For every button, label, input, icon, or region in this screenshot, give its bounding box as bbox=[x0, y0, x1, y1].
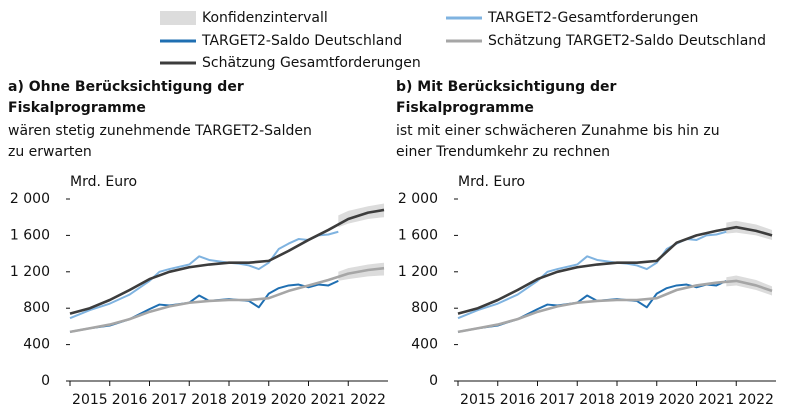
confidence-band bbox=[726, 275, 773, 296]
y-tick-label: 800 bbox=[411, 300, 438, 316]
x-tick-label: 2020 bbox=[659, 392, 695, 408]
x-tick-label: 2019 bbox=[619, 392, 655, 408]
series-line bbox=[457, 225, 773, 315]
x-tick-label: 2017 bbox=[152, 392, 188, 408]
panel-title: b) Mit Berücksichtigung der bbox=[396, 79, 616, 95]
y-tick-label: 2 000 bbox=[10, 191, 50, 207]
panel-subtitle: ist mit einer schwächeren Zunahme bis hi… bbox=[396, 123, 720, 139]
y-tick-label: 1 200 bbox=[10, 264, 50, 280]
legend-label: Schätzung TARGET2-Saldo Deutschland bbox=[488, 33, 766, 49]
y-tick-label: 400 bbox=[23, 337, 50, 353]
panel-subtitle: wären stetig zunehmende TARGET2-Salden bbox=[8, 123, 312, 139]
panel-subtitle: zu erwarten bbox=[8, 144, 92, 160]
x-tick-label: 2016 bbox=[112, 392, 148, 408]
panel-title: Fiskalprogramme bbox=[8, 100, 146, 116]
x-tick-label: 2021 bbox=[311, 392, 347, 408]
x-tick-label: 2022 bbox=[738, 392, 774, 408]
y-tick-label: 1 600 bbox=[10, 227, 50, 243]
x-tick-label: 2015 bbox=[460, 392, 496, 408]
legend-label: TARGET2-Saldo Deutschland bbox=[201, 33, 402, 49]
x-tick-label: 2018 bbox=[191, 392, 227, 408]
panel-subtitle: einer Trendumkehr zu rechnen bbox=[396, 144, 610, 160]
y-tick-label: 1 200 bbox=[398, 264, 438, 280]
y-axis-label: Mrd. Euro bbox=[70, 174, 137, 190]
series-line bbox=[457, 230, 727, 320]
y-axis-label: Mrd. Euro bbox=[458, 174, 525, 190]
series-line bbox=[457, 279, 773, 334]
legend-label: Konfidenzintervall bbox=[202, 10, 328, 26]
y-tick-label: 0 bbox=[41, 373, 50, 389]
panel-title: a) Ohne Berücksichtigung der bbox=[8, 79, 244, 95]
x-tick-label: 2019 bbox=[231, 392, 267, 408]
panel-title: Fiskalprogramme bbox=[396, 100, 534, 116]
y-tick-label: 0 bbox=[429, 373, 438, 389]
series-line bbox=[69, 266, 385, 334]
y-tick-label: 800 bbox=[23, 300, 50, 316]
series-line bbox=[69, 208, 385, 315]
legend-label: TARGET2-Gesamtforderungen bbox=[487, 10, 698, 26]
legend-label: Schätzung Gesamtforderungen bbox=[202, 55, 421, 71]
x-tick-label: 2016 bbox=[500, 392, 536, 408]
x-tick-label: 2022 bbox=[350, 392, 386, 408]
y-tick-label: 1 600 bbox=[398, 227, 438, 243]
x-tick-label: 2017 bbox=[540, 392, 576, 408]
legend-swatch bbox=[160, 11, 196, 25]
x-tick-label: 2020 bbox=[271, 392, 307, 408]
y-tick-label: 400 bbox=[411, 337, 438, 353]
y-tick-label: 2 000 bbox=[398, 191, 438, 207]
x-tick-label: 2018 bbox=[579, 392, 615, 408]
x-tick-label: 2015 bbox=[72, 392, 108, 408]
x-tick-label: 2021 bbox=[699, 392, 735, 408]
